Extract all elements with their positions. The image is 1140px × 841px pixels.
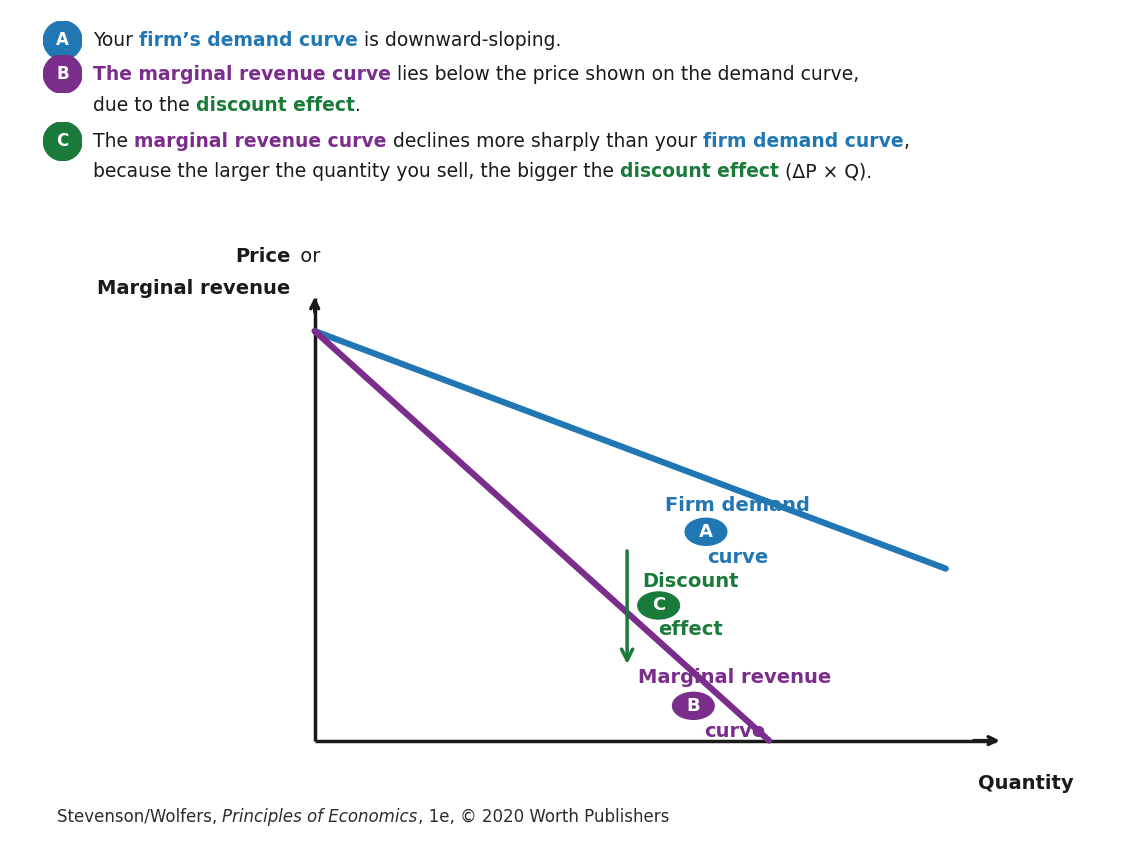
Text: declines more sharply than your: declines more sharply than your (386, 132, 703, 151)
Text: firm’s demand curve: firm’s demand curve (139, 31, 358, 50)
Text: The: The (93, 132, 135, 151)
Text: C: C (652, 596, 666, 615)
Text: (ΔP × Q).: (ΔP × Q). (780, 162, 872, 181)
Text: B: B (56, 65, 70, 83)
Text: ,: , (904, 132, 910, 151)
Text: effect: effect (658, 620, 723, 639)
Text: A: A (699, 523, 712, 541)
Circle shape (43, 21, 82, 60)
Text: Marginal revenue: Marginal revenue (97, 279, 291, 298)
Text: discount effect: discount effect (620, 162, 780, 181)
Text: marginal revenue curve: marginal revenue curve (135, 132, 386, 151)
Text: due to the: due to the (93, 96, 196, 114)
Text: is downward-sloping.: is downward-sloping. (358, 31, 562, 50)
Text: curve: curve (703, 722, 765, 741)
Text: Principles of Economics: Principles of Economics (222, 808, 417, 827)
Text: Stevenson/Wolfers,: Stevenson/Wolfers, (57, 808, 222, 827)
Text: lies below the price shown on the demand curve,: lies below the price shown on the demand… (391, 65, 860, 83)
Text: Price: Price (235, 247, 291, 266)
Circle shape (43, 55, 82, 93)
Text: Discount: Discount (642, 572, 739, 591)
Text: discount effect: discount effect (196, 96, 355, 114)
Text: Marginal revenue: Marginal revenue (637, 669, 831, 687)
Text: Your: Your (93, 31, 139, 50)
Text: firm demand curve: firm demand curve (703, 132, 904, 151)
Circle shape (685, 518, 727, 545)
Text: B: B (686, 697, 700, 715)
Text: , 1e, © 2020 Worth Publishers: , 1e, © 2020 Worth Publishers (417, 808, 669, 827)
Text: Firm demand: Firm demand (665, 496, 811, 516)
Text: because the larger the quantity you sell, the bigger the: because the larger the quantity you sell… (93, 162, 620, 181)
Circle shape (43, 122, 82, 161)
Text: C: C (57, 132, 68, 151)
Circle shape (638, 592, 679, 619)
Text: A: A (56, 31, 70, 50)
Text: The marginal revenue curve: The marginal revenue curve (93, 65, 391, 83)
Text: Quantity: Quantity (978, 775, 1074, 793)
Text: .: . (355, 96, 361, 114)
Text: curve: curve (707, 548, 768, 567)
Text: or: or (294, 247, 320, 266)
Circle shape (673, 692, 714, 719)
